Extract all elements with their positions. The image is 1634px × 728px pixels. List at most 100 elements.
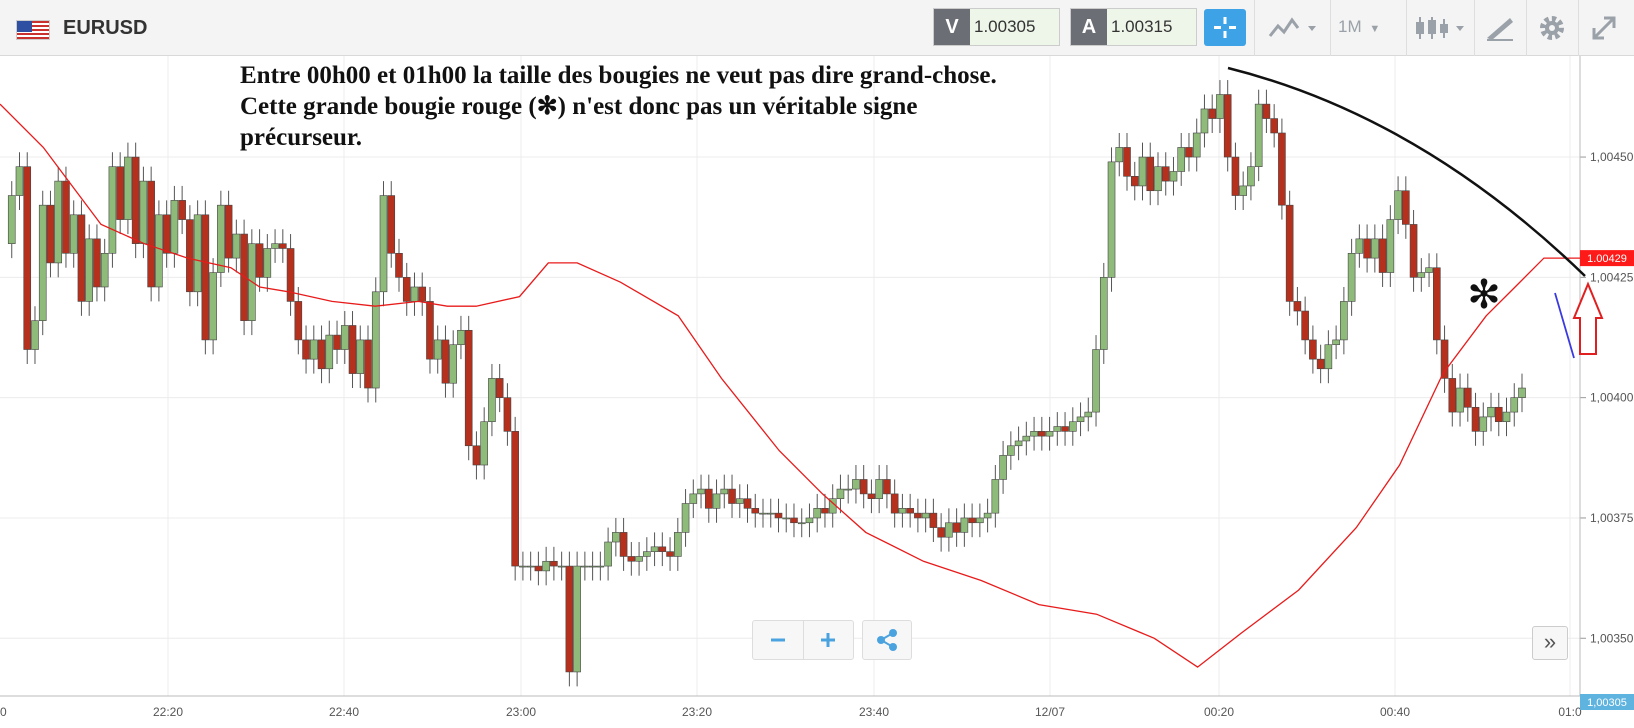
candle-down — [395, 252, 403, 278]
sell-label: V — [934, 9, 970, 45]
candle-up — [139, 180, 148, 244]
candle-down — [426, 301, 434, 360]
annotation-text: Entre 00h00 et 01h00 la taille des bougi… — [240, 62, 997, 151]
minus-icon — [771, 638, 785, 642]
candle-up — [1138, 156, 1147, 187]
candle-up — [1007, 445, 1015, 456]
candle-up — [557, 565, 566, 568]
candle-up — [983, 512, 992, 519]
candle-up — [100, 252, 109, 288]
zoom-in-button[interactable] — [803, 621, 853, 659]
drawing-tools-button[interactable] — [1484, 14, 1516, 42]
resistance-trendline — [1227, 66, 1586, 277]
candle-up — [31, 320, 39, 350]
candle-up — [1394, 190, 1402, 220]
candle-up — [1076, 416, 1085, 423]
candle-down — [968, 517, 976, 524]
timeframe-label: 1M — [1338, 17, 1362, 36]
candle-up — [209, 272, 217, 341]
candle-down — [1208, 108, 1217, 119]
candle-down — [906, 508, 914, 514]
candle-down — [867, 493, 876, 500]
candle-up — [480, 421, 488, 466]
candle-up — [681, 503, 690, 533]
candle-up — [588, 565, 597, 568]
candle-down — [472, 445, 481, 466]
moving-average-line — [0, 103, 1580, 668]
candle-type-button[interactable] — [1414, 14, 1470, 42]
candle-up — [193, 214, 202, 293]
candle-down — [890, 493, 899, 514]
candle-down — [131, 156, 140, 244]
candle-down — [534, 565, 543, 572]
candle-up — [85, 238, 93, 302]
candle-up — [898, 508, 907, 514]
candle-up — [1247, 166, 1255, 187]
candle-down — [1378, 238, 1387, 273]
candle-up — [519, 565, 527, 568]
chart-toolbar: EURUSD V 1.00305 A 1.00315 1M ▼ — [0, 0, 1634, 56]
candle-up — [836, 488, 845, 500]
price-chart[interactable]: 1,00450 1,00425 1,00400 1,00375 1,00350 22:20… — [0, 56, 1634, 728]
zoom-out-button[interactable] — [753, 621, 804, 659]
sell-price-box[interactable]: V 1.00305 — [933, 8, 1060, 46]
crosshair-button[interactable] — [1204, 9, 1246, 46]
candle-down — [666, 551, 674, 557]
fullscreen-button[interactable] — [1590, 14, 1618, 42]
candle-up — [1045, 431, 1054, 437]
candle-up — [674, 532, 682, 557]
candle-down — [728, 488, 736, 504]
candle-down — [859, 479, 868, 495]
candle-up — [340, 325, 349, 350]
candle-down — [1185, 147, 1193, 158]
candle-up — [697, 488, 705, 495]
candle-up — [1355, 238, 1364, 254]
candle-up — [488, 378, 496, 423]
buy-price-box[interactable]: A 1.00315 — [1070, 8, 1197, 46]
candle-up — [782, 517, 791, 520]
candle-up — [720, 488, 729, 495]
timeframe-button[interactable]: 1M ▼ — [1338, 17, 1398, 45]
candle-down — [317, 339, 326, 370]
candle-up — [1340, 301, 1348, 341]
drawing-tools-icon — [1487, 18, 1513, 41]
candle-down — [23, 166, 32, 350]
candle-up — [217, 204, 225, 273]
candle-up — [960, 517, 969, 533]
x-tick-label: 23:20 — [682, 705, 712, 719]
settings-button[interactable] — [1538, 14, 1566, 42]
candle-down — [348, 325, 357, 374]
candle-up — [232, 233, 241, 259]
candle-down — [387, 195, 396, 254]
candle-up — [124, 156, 132, 220]
candle-up — [1254, 103, 1263, 167]
candle-down — [929, 512, 938, 528]
candle-down — [286, 248, 295, 302]
candle-down — [1409, 224, 1418, 278]
chart-type-button[interactable] — [1268, 14, 1318, 42]
candle-up — [263, 248, 272, 278]
candle-up — [1192, 132, 1201, 158]
candle-down — [302, 339, 310, 360]
candle-up — [457, 329, 465, 346]
instrument-symbol[interactable]: EURUSD — [63, 17, 148, 39]
candle-up — [1456, 387, 1464, 413]
candle-up — [797, 522, 806, 525]
candle-down — [627, 556, 636, 562]
candle-up — [1200, 108, 1209, 134]
candle-up — [1324, 344, 1333, 370]
candle-down — [704, 488, 713, 509]
share-button[interactable] — [862, 620, 912, 660]
candle-down — [240, 233, 248, 321]
candle-down — [186, 219, 194, 293]
buy-price: 1.00315 — [1111, 17, 1173, 36]
candle-up — [759, 512, 767, 515]
candle-down — [294, 301, 303, 341]
candle-down — [279, 243, 287, 249]
candle-down — [77, 214, 86, 302]
scroll-to-latest-button[interactable]: » — [1532, 626, 1568, 660]
candle-up — [596, 565, 605, 568]
y-tick-label: 1,00375 — [1590, 511, 1634, 525]
candle-down — [1130, 176, 1139, 187]
candle-up — [1417, 272, 1426, 278]
